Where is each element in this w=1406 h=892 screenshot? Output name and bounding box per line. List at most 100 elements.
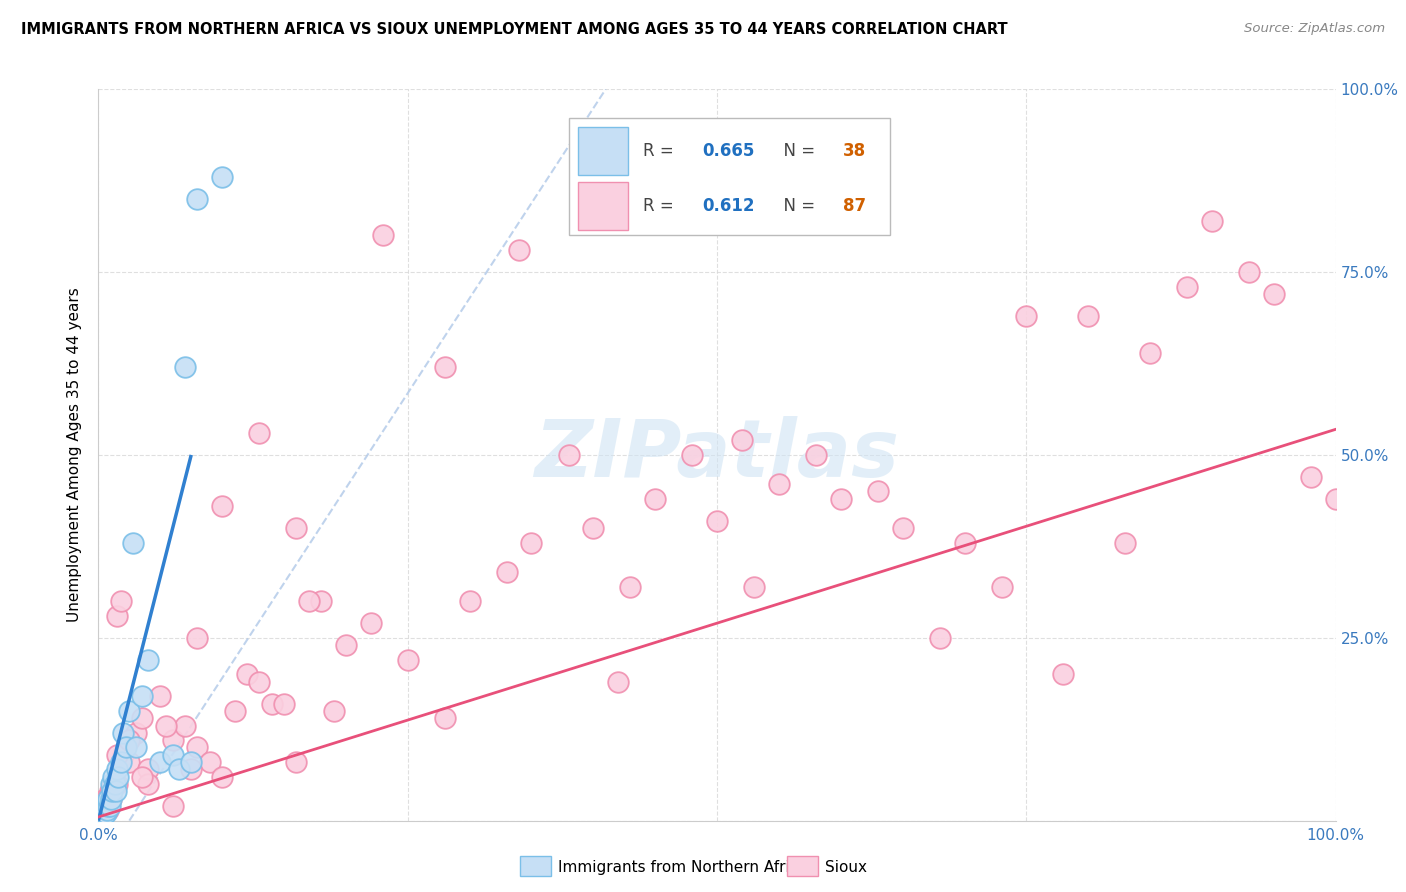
- Point: [96, 791, 118, 805]
- Point: [103, 770, 125, 784]
- Point: [557, 448, 579, 462]
- FancyBboxPatch shape: [578, 128, 628, 175]
- Point: [186, 740, 208, 755]
- Point: [96, 803, 118, 817]
- Point: [100, 791, 122, 805]
- Point: [198, 755, 221, 769]
- Point: [360, 616, 382, 631]
- Text: 87: 87: [844, 197, 866, 215]
- Point: [1299, 470, 1322, 484]
- Point: [247, 674, 270, 689]
- Point: [101, 784, 124, 798]
- Point: [131, 711, 153, 725]
- Point: [174, 360, 197, 375]
- Text: 38: 38: [844, 142, 866, 161]
- Point: [91, 810, 114, 824]
- Point: [990, 580, 1012, 594]
- Point: [98, 784, 121, 798]
- Point: [520, 535, 543, 549]
- Text: 0.612: 0.612: [702, 197, 755, 215]
- Point: [706, 514, 728, 528]
- Point: [322, 704, 344, 718]
- Point: [1175, 279, 1198, 293]
- Point: [1324, 491, 1347, 506]
- Bar: [568, 119, 890, 235]
- Point: [174, 718, 197, 732]
- Text: Sioux: Sioux: [825, 861, 868, 875]
- Point: [1015, 309, 1038, 323]
- Point: [768, 477, 790, 491]
- Point: [396, 653, 419, 667]
- Point: [335, 638, 357, 652]
- Point: [155, 718, 177, 732]
- Point: [742, 580, 765, 594]
- Point: [186, 631, 208, 645]
- Point: [1139, 345, 1161, 359]
- Point: [91, 806, 114, 821]
- Point: [1263, 287, 1285, 301]
- Text: Source: ZipAtlas.com: Source: ZipAtlas.com: [1244, 22, 1385, 36]
- Text: Immigrants from Northern Africa: Immigrants from Northern Africa: [558, 861, 808, 875]
- Point: [93, 799, 115, 814]
- FancyBboxPatch shape: [578, 183, 628, 230]
- Point: [89, 799, 111, 814]
- Point: [149, 690, 172, 704]
- Point: [1077, 309, 1099, 323]
- Text: 0.665: 0.665: [702, 142, 755, 161]
- Point: [103, 777, 125, 791]
- Point: [619, 580, 641, 594]
- Point: [681, 448, 703, 462]
- Point: [122, 535, 145, 549]
- Point: [1237, 265, 1260, 279]
- Point: [100, 777, 122, 791]
- Point: [100, 791, 122, 805]
- Point: [180, 763, 202, 777]
- Point: [118, 733, 141, 747]
- Point: [247, 425, 270, 440]
- Point: [103, 777, 125, 791]
- Point: [104, 784, 127, 798]
- Point: [260, 697, 283, 711]
- Point: [105, 777, 128, 791]
- Point: [236, 667, 259, 681]
- Point: [495, 565, 517, 579]
- Y-axis label: Unemployment Among Ages 35 to 44 years: Unemployment Among Ages 35 to 44 years: [67, 287, 83, 623]
- Point: [582, 521, 605, 535]
- Point: [90, 806, 112, 821]
- Point: [98, 799, 121, 814]
- Point: [90, 810, 112, 824]
- Point: [94, 806, 117, 821]
- Point: [371, 228, 394, 243]
- Text: IMMIGRANTS FROM NORTHERN AFRICA VS SIOUX UNEMPLOYMENT AMONG AGES 35 TO 44 YEARS : IMMIGRANTS FROM NORTHERN AFRICA VS SIOUX…: [21, 22, 1008, 37]
- Point: [136, 653, 159, 667]
- Point: [162, 799, 184, 814]
- Text: N =: N =: [773, 142, 820, 161]
- Point: [285, 521, 308, 535]
- Text: R =: R =: [643, 142, 679, 161]
- Point: [1114, 535, 1136, 549]
- Point: [107, 770, 129, 784]
- Point: [97, 803, 120, 817]
- Point: [298, 594, 321, 608]
- Text: R =: R =: [643, 197, 679, 215]
- Point: [93, 799, 115, 814]
- Point: [180, 755, 202, 769]
- Point: [211, 499, 233, 513]
- Point: [96, 791, 118, 805]
- Point: [112, 747, 135, 762]
- Point: [93, 806, 115, 821]
- Point: [273, 697, 295, 711]
- Point: [607, 674, 630, 689]
- Text: ZIPatlas: ZIPatlas: [534, 416, 900, 494]
- Point: [136, 763, 159, 777]
- Point: [131, 690, 153, 704]
- Point: [285, 755, 308, 769]
- Point: [928, 631, 950, 645]
- Point: [433, 360, 456, 375]
- Point: [866, 484, 889, 499]
- Point: [89, 810, 111, 824]
- Point: [891, 521, 914, 535]
- Point: [186, 192, 208, 206]
- Point: [93, 791, 115, 805]
- Point: [97, 791, 120, 805]
